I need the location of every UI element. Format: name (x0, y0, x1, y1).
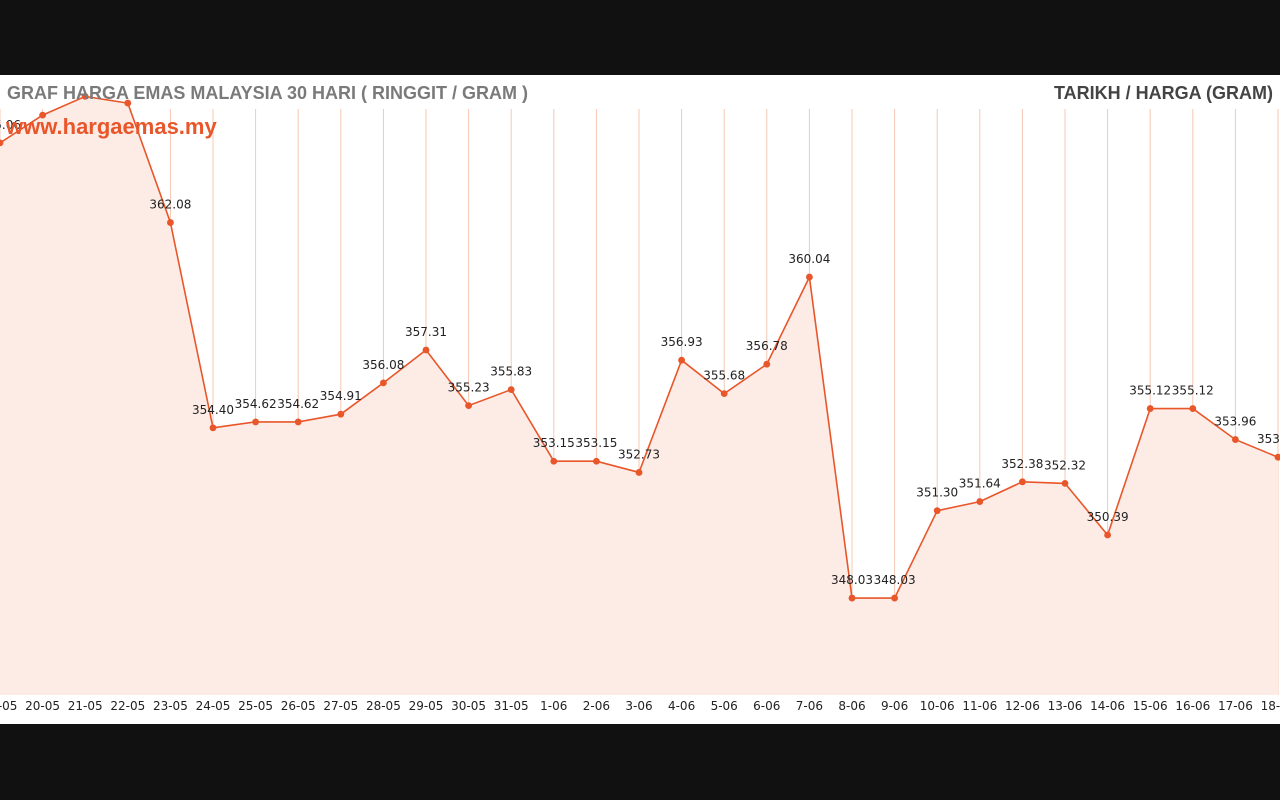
x-tick-label: 8-06 (838, 699, 865, 713)
data-label: 356.08 (362, 358, 404, 372)
data-point (167, 219, 174, 226)
data-point (848, 594, 856, 602)
data-point (1061, 480, 1069, 487)
data-label: 355.12 (1172, 384, 1214, 398)
data-labels: 365.06362.08354.40354.62354.62354.91356.… (0, 118, 1280, 587)
x-tick-label: 24-05 (196, 699, 231, 713)
data-point (81, 92, 89, 100)
x-tick-label: 6-06 (753, 699, 780, 713)
data-point (465, 402, 472, 410)
x-tick-label: 30-05 (451, 699, 486, 713)
data-label: 355.68 (703, 369, 745, 383)
data-label: 348.03 (874, 573, 916, 587)
data-point (209, 424, 217, 432)
data-label: 352.38 (1001, 457, 1043, 471)
x-tick-label: 26-05 (281, 699, 316, 713)
data-point (0, 139, 4, 147)
data-point (635, 469, 643, 476)
data-label: 354.62 (235, 397, 277, 411)
data-label: 353.96 (1214, 415, 1256, 429)
data-label: 356.78 (746, 339, 788, 353)
x-tick-label: 16-06 (1175, 699, 1210, 713)
x-tick-label: 29-05 (409, 699, 444, 713)
data-label: 357.31 (405, 325, 447, 339)
data-label: 353.15 (575, 436, 617, 450)
data-point (1274, 453, 1280, 461)
chart-title: GRAF HARGA EMAS MALAYSIA 30 HARI ( RINGG… (7, 83, 529, 103)
x-tick-label: 2-06 (583, 699, 610, 713)
chart-watermark: www.hargaemas.my (6, 114, 217, 139)
data-label: 355.83 (490, 365, 532, 379)
x-tick-label: 25-05 (238, 699, 273, 713)
x-tick-label: 14-06 (1090, 699, 1125, 713)
data-label: 354.62 (277, 397, 319, 411)
data-label: 355.12 (1129, 384, 1171, 398)
data-label: 354.40 (192, 403, 234, 417)
data-point (380, 379, 387, 387)
series-area (0, 96, 1278, 695)
data-label: 355.23 (448, 381, 490, 395)
x-tick-label: 9-06 (881, 699, 908, 713)
x-tick-label: 23-05 (153, 699, 188, 713)
data-point (1146, 405, 1154, 412)
x-tick-label: 31-05 (494, 699, 529, 713)
x-tick-label: 11-06 (962, 699, 997, 713)
data-label: 356.93 (661, 335, 703, 349)
data-point (550, 457, 558, 465)
chart-legend: TARIKH / HARGA (GRAM) (1054, 83, 1273, 103)
x-tick-label: 27-05 (323, 699, 358, 713)
data-label: 352.73 (618, 447, 660, 461)
data-label: 351.64 (959, 477, 1001, 491)
data-label: 348.03 (831, 573, 873, 587)
x-tick-label: 21-05 (68, 699, 103, 713)
data-point (1104, 531, 1111, 539)
data-point (39, 111, 46, 119)
line-chart: 365.06362.08354.40354.62354.62354.91356.… (0, 92, 1280, 713)
data-point (763, 360, 771, 368)
data-label: 352.32 (1044, 458, 1086, 472)
data-label: 365.06 (0, 118, 21, 132)
x-axis-tick-labels: 19-05 20-05 21-05 22-05 23-05 24-05 25-05 26-05… (0, 699, 1280, 713)
x-tick-label: 12-06 (1005, 699, 1040, 713)
x-tick-label: 4-06 (668, 699, 695, 713)
data-point (933, 507, 941, 515)
data-point (806, 273, 813, 281)
data-label: 351.30 (916, 486, 958, 500)
data-point (337, 410, 345, 418)
data-label: 350.39 (1087, 510, 1129, 524)
data-point (1019, 478, 1026, 486)
data-point (1232, 436, 1239, 443)
data-label: 353.15 (533, 436, 575, 450)
data-point (593, 457, 600, 465)
x-tick-label: 3-06 (625, 699, 652, 713)
x-tick-label: 19-05 (0, 699, 17, 713)
data-point (891, 594, 898, 602)
data-label: 360.04 (788, 252, 830, 266)
x-tick-label: 1-06 (540, 699, 567, 713)
x-tick-label: 13-06 (1048, 699, 1083, 713)
x-tick-label: 5-06 (711, 699, 738, 713)
data-point (720, 390, 728, 397)
data-label: 354.91 (320, 389, 362, 403)
data-point (294, 418, 302, 426)
x-tick-label: 17-06 (1218, 699, 1253, 713)
x-tick-label: 15-06 (1133, 699, 1168, 713)
x-tick-label: 18-06 (1261, 699, 1280, 713)
data-point (1189, 405, 1197, 412)
data-label: 362.08 (149, 198, 191, 212)
data-point (678, 356, 685, 364)
x-tick-label: 10-06 (920, 699, 955, 713)
x-tick-label: 28-05 (366, 699, 401, 713)
x-tick-label: 7-06 (796, 699, 823, 713)
data-label: 353.30 (1257, 432, 1280, 446)
data-point (422, 346, 430, 354)
chart-panel: 365.06362.08354.40354.62354.62354.91356.… (0, 75, 1280, 724)
x-tick-label: 20-05 (25, 699, 60, 713)
x-tick-label: 22-05 (110, 699, 145, 713)
data-point (124, 99, 132, 107)
data-point (976, 498, 984, 505)
data-points (0, 92, 1280, 602)
data-point (252, 418, 259, 426)
data-point (507, 386, 515, 393)
